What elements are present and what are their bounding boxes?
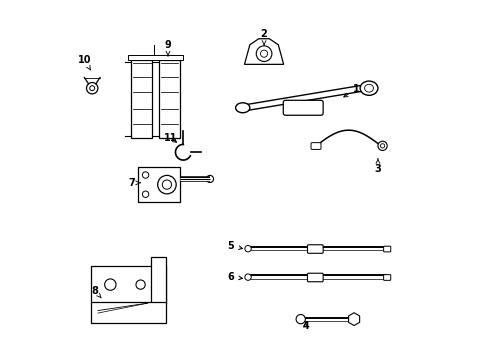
Text: 2: 2	[260, 29, 267, 45]
Text: 11: 11	[163, 133, 177, 143]
FancyBboxPatch shape	[307, 245, 323, 253]
Circle shape	[136, 280, 145, 289]
FancyBboxPatch shape	[138, 167, 180, 202]
FancyBboxPatch shape	[128, 55, 182, 60]
Circle shape	[162, 180, 171, 189]
Text: 4: 4	[302, 321, 308, 331]
Circle shape	[89, 86, 95, 91]
Text: 1: 1	[343, 84, 359, 97]
Circle shape	[256, 46, 271, 62]
FancyBboxPatch shape	[159, 60, 180, 138]
Ellipse shape	[235, 103, 249, 113]
Polygon shape	[348, 313, 359, 325]
Circle shape	[377, 141, 386, 150]
Text: 7: 7	[128, 178, 140, 188]
Polygon shape	[244, 39, 283, 64]
FancyBboxPatch shape	[91, 302, 165, 323]
Circle shape	[206, 175, 213, 183]
Text: 5: 5	[227, 241, 242, 251]
FancyBboxPatch shape	[283, 100, 323, 115]
FancyBboxPatch shape	[91, 266, 165, 303]
Circle shape	[86, 82, 98, 94]
Circle shape	[244, 274, 251, 280]
FancyBboxPatch shape	[307, 273, 323, 282]
Circle shape	[142, 172, 148, 178]
Text: 9: 9	[164, 40, 171, 56]
Circle shape	[104, 279, 116, 290]
Text: 8: 8	[91, 286, 101, 298]
FancyBboxPatch shape	[131, 60, 152, 138]
FancyBboxPatch shape	[383, 275, 390, 280]
Text: 6: 6	[227, 272, 242, 282]
Text: 10: 10	[78, 55, 91, 70]
Circle shape	[380, 144, 384, 148]
FancyBboxPatch shape	[310, 143, 320, 149]
Circle shape	[142, 191, 148, 197]
Circle shape	[260, 50, 267, 57]
Circle shape	[244, 246, 251, 252]
FancyBboxPatch shape	[151, 257, 165, 303]
Ellipse shape	[359, 81, 377, 95]
Ellipse shape	[364, 84, 373, 92]
Circle shape	[157, 175, 176, 194]
FancyBboxPatch shape	[383, 246, 390, 252]
Text: 3: 3	[374, 159, 381, 174]
Circle shape	[296, 315, 305, 324]
